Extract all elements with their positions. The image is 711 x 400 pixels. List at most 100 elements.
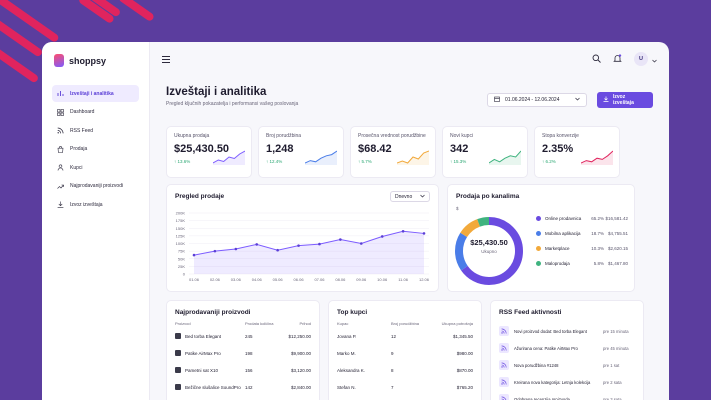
kpi-sparkline [305,150,337,165]
decor-stripe [117,0,156,23]
customer-orders: 7 [391,384,394,390]
sales-point[interactable] [297,244,300,247]
y-tick-label: 200K [176,211,186,216]
kpi-label: Ukupna prodaja [174,133,210,139]
export-report-button[interactable]: Izvoz izveštaja [597,92,653,108]
x-tick-label: 12.06 [419,277,430,282]
table-row[interactable]: Stefan N. 7 $765.20 [337,382,473,392]
sales-point[interactable] [339,238,342,241]
rss-item[interactable]: Nova porudžbina #1248 pre 1 sat [499,359,635,371]
notification-bell-icon[interactable] [613,50,622,68]
table-row[interactable]: Pametni sat X10 156 $3,120.00 [175,365,311,375]
sales-point[interactable] [234,247,238,251]
sidebar-item[interactable]: Najprodavaniji proizvodi [52,178,139,195]
sales-point[interactable] [255,243,259,246]
sidebar-item[interactable]: Izveštaji i analitika [52,85,139,102]
rss-item[interactable]: Odobrena recenzija proizvoda pre 3 sata [499,393,635,400]
legend-item[interactable]: Marketplace 10.3% $2,620.15 [536,246,628,251]
table-row[interactable]: Bed torba Elegant 245 $12,250.00 [175,331,311,341]
table-row[interactable]: Patike AirMax Pro 198 $9,900.00 [175,348,311,358]
rss-item-time: pre 2 sata [603,379,622,385]
top-products-card: Najprodavaniji proizvodi Proizvod Prodat… [166,300,320,400]
column-header: Prihod [299,321,311,326]
y-tick-label: 75K [178,249,185,254]
rss-item-text: Novi proizvod dodat: Bed torba Elegant [514,328,587,334]
x-tick-label: 02.06 [210,277,221,282]
date-range-picker[interactable]: 01.06.2024 - 12.06.2024 [487,93,587,107]
sales-point[interactable] [192,253,196,257]
sales-point[interactable] [213,249,217,253]
top-customers-title: Top kupci [337,309,368,316]
rss-item-time: pre 45 minuta [603,345,629,351]
table-row[interactable]: Jovana P. 12 $1,345.50 [337,331,473,341]
rss-icon [499,360,509,370]
product-revenue: $2,840.00 [290,384,311,390]
channel-title: Prodaja po kanalima [456,193,520,200]
sales-point[interactable] [359,242,363,245]
sidebar-item[interactable]: Izvoz izveštaja [52,196,139,213]
sidebar-item-label: Najprodavaniji proizvodi [70,183,124,189]
table-row[interactable]: Aleksandra K. 8 $870.00 [337,365,473,375]
search-icon[interactable] [592,50,601,68]
kpi-sparkline [397,150,429,165]
column-header: Ukupna potrošnja [441,321,473,326]
kpi-change: ↑ 5.7% [358,159,372,164]
legend-item[interactable]: Mobilna aplikacija 18.7% $4,755.51 [536,231,628,236]
rss-feed-card: RSS Feed aktivnosti Novi proizvod dodat:… [490,300,644,400]
kpi-card[interactable]: Novi kupci 342 ↑ 15.3% [442,126,528,178]
legend-percent: 5.8% [593,261,604,266]
sidebar-item[interactable]: Kupci [52,159,139,176]
top-products-title: Najprodavaniji proizvodi [175,309,251,316]
customer-name: Stefan N. [337,384,356,390]
sparkline-line [489,150,521,164]
period-dropdown[interactable]: Dnevno [390,191,430,202]
page-subtitle: Pregled ključnih pokazatelja i performan… [166,101,299,107]
legend-item[interactable]: Maloprodaja 5.8% $1,467.80 [536,261,628,266]
donut-slice[interactable] [455,217,523,285]
calendar-icon [494,96,500,104]
kpi-card[interactable]: Broj porudžbina 1,248 ↑ 12.4% [258,126,344,178]
sales-point[interactable] [422,232,426,235]
download-icon [603,96,609,104]
legend-amount: $2,620.15 [607,246,628,251]
x-tick-label: 10.06 [377,277,388,282]
brand-logo[interactable]: shoppsy [54,54,139,67]
sidebar-nav: Izveštaji i analitika Dashboard RSS Feed Pr… [52,85,139,213]
menu-icon[interactable] [162,50,170,68]
table-row[interactable]: Bežične slušalice SoundPro 142 $2,840.00 [175,382,311,392]
rss-item-time: pre 3 sata [603,396,622,400]
kpi-value: 1,248 [266,143,294,155]
column-header: Prodata količina [245,321,274,326]
kpi-card[interactable]: Stopa konverzije 2.35% ↑ 6.2% [534,126,620,178]
kpi-sparkline [213,150,245,165]
table-row[interactable]: Marko M. 9 $980.00 [337,348,473,358]
customer-orders: 8 [391,367,394,373]
customer-name: Marko M. [337,350,356,356]
customer-spent: $765.20 [456,384,473,390]
product-thumbnail [175,333,181,339]
donut-slice[interactable] [455,217,523,285]
rss-item[interactable]: Kreirana nova kategorija: Letnja kolekci… [499,376,635,388]
sidebar-item[interactable]: Dashboard [52,104,139,121]
top-customers-card: Top kupci Kupac Broj porudžbina Ukupna p… [328,300,482,400]
sales-point[interactable] [276,248,279,252]
rss-icon [57,127,64,134]
avatar: U [634,52,648,66]
period-label: Dnevno [395,193,413,200]
sidebar-item[interactable]: RSS Feed [52,122,139,139]
sales-point[interactable] [380,235,384,238]
legend-dot [536,231,541,236]
x-tick-label: 11.06 [398,277,408,282]
kpi-sparkline [581,150,613,165]
user-menu[interactable]: U [634,50,657,68]
x-tick-label: 06.06 [294,277,305,282]
sales-point[interactable] [401,230,405,233]
legend-item[interactable]: Online prodavnica 65.2% $16,581.42 [536,216,628,221]
kpi-card[interactable]: Ukupna prodaja $25,430.50 ↑ 13.6% [166,126,252,178]
page-title: Izveštaji i analitika [166,86,267,98]
sales-point[interactable] [318,242,321,246]
rss-item[interactable]: Ažurirana cena: Patike AirMax Pro pre 45 … [499,342,635,354]
rss-item[interactable]: Novi proizvod dodat: Bed torba Elegant pr… [499,325,635,337]
sidebar-item[interactable]: Prodaja [52,141,139,158]
kpi-card[interactable]: Prosečna vrednost porudžbine $68.42 ↑ 5.7% [350,126,436,178]
